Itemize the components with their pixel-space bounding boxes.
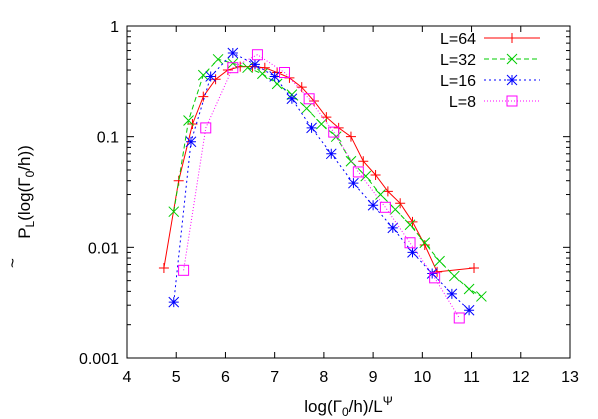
data-point-square [352, 166, 364, 178]
data-point-cross [168, 206, 180, 218]
data-point-star [463, 304, 475, 316]
data-point-plus [395, 198, 406, 209]
data-point-star [306, 122, 317, 134]
data-point-star [426, 268, 438, 279]
x-axis-label: log(Γ0/h)/LΨ [304, 394, 392, 419]
data-point-plus [198, 91, 209, 102]
data-point-star [446, 288, 458, 300]
data-point-square [453, 312, 465, 324]
data-point-plus [419, 239, 430, 250]
data-point-star [168, 296, 180, 308]
data-point-plus [272, 67, 283, 78]
data-point-star [269, 71, 281, 82]
data-point-cross [271, 78, 283, 90]
data-point-cross [360, 170, 372, 182]
data-point-star [185, 136, 197, 148]
data-point-square [227, 62, 239, 74]
data-point-square [303, 93, 315, 105]
y-axis-label: PL(log(Γ0/h)) ~ [3, 145, 37, 268]
legend: L=64 L=32 L=16 L=8 [440, 31, 540, 111]
data-point-star [286, 93, 298, 105]
data-point-square [279, 67, 291, 79]
x-tick-label: 5 [172, 369, 181, 386]
data-point-cross [419, 237, 431, 249]
y-tick-label: 0.1 [97, 130, 119, 147]
data-point-plus [210, 74, 221, 85]
data-point-square [251, 49, 263, 61]
data-point-cross [476, 291, 487, 302]
legend-label: L=8 [449, 94, 476, 111]
x-tick-label: 4 [123, 369, 132, 386]
data-point-cross [389, 204, 401, 215]
data-point-plus [296, 82, 307, 93]
series-l-16 [168, 47, 475, 316]
series-l-64 [158, 61, 480, 277]
data-point-plus [507, 33, 517, 43]
y-tick-label: 0.01 [88, 240, 119, 257]
data-point-cross [404, 219, 416, 231]
series-line [173, 52, 470, 311]
x-tick-label: 11 [463, 369, 480, 386]
x-tick-label: 7 [270, 369, 279, 386]
data-point-star [407, 247, 418, 258]
data-point-star [367, 199, 379, 211]
x-tick-label: 13 [561, 369, 579, 386]
y-tick-label: 1 [110, 19, 119, 36]
data-point-square [379, 201, 391, 213]
y-axis-label-tilde: ~ [3, 258, 22, 268]
data-point-cross [506, 53, 518, 65]
data-point-square [429, 272, 441, 284]
plot-frame [126, 25, 571, 359]
data-point-square [178, 264, 190, 276]
data-point-cross [301, 103, 313, 114]
x-tick-label: 10 [413, 369, 431, 386]
svg-text:PL(log(Γ0/h)): PL(log(Γ0/h)) [15, 145, 37, 239]
data-point-cross [448, 270, 460, 282]
data-point-plus [345, 131, 356, 142]
x-tick-label: 8 [319, 369, 328, 386]
data-point-star [325, 148, 337, 160]
data-point-square [328, 126, 340, 138]
data-point-star [348, 177, 359, 189]
data-point-square [200, 122, 212, 134]
x-tick-label: 9 [369, 369, 378, 386]
data-point-star [227, 47, 239, 59]
data-point-plus [321, 112, 332, 123]
series-line [183, 54, 460, 319]
data-point-cross [345, 155, 357, 167]
data-point-star [249, 59, 261, 70]
data-point-star [205, 71, 217, 82]
data-point-cross [434, 255, 445, 267]
data-point-plus [382, 186, 393, 197]
data-point-square [506, 95, 518, 107]
data-point-cross [257, 68, 268, 80]
data-point-plus [358, 156, 369, 167]
x-tick-label: 6 [221, 369, 230, 386]
y-tick-label: 0.001 [79, 351, 119, 368]
series-l-8 [178, 49, 465, 324]
x-tick-label: 12 [512, 369, 530, 386]
data-point-star [387, 222, 399, 234]
data-point-cross [183, 115, 194, 126]
data-point-star [506, 74, 518, 86]
data-point-cross [212, 53, 224, 65]
data-point-cross [463, 283, 475, 295]
data-point-plus [469, 263, 480, 274]
data-point-plus [370, 170, 381, 181]
data-point-cross [227, 57, 239, 69]
legend-label: L=16 [440, 73, 476, 90]
data-point-plus [158, 263, 169, 274]
data-point-cross [375, 189, 386, 200]
legend-label: L=32 [440, 52, 476, 69]
data-point-square [404, 237, 416, 249]
legend-label: L=64 [440, 31, 476, 48]
